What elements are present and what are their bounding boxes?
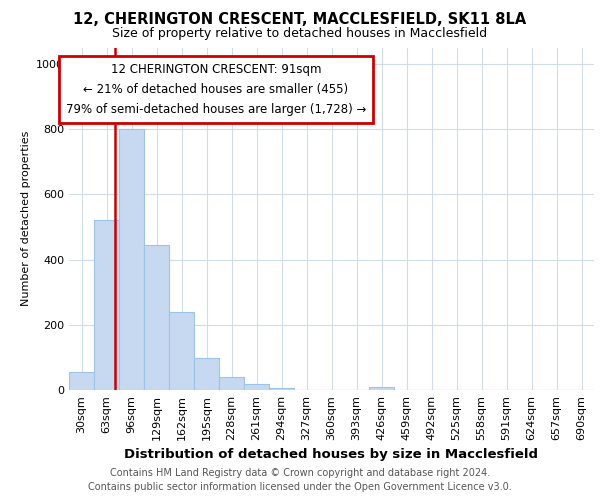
Bar [119, 129, 143, 390]
Bar [94, 220, 119, 390]
Bar [370, 386, 394, 390]
Bar [194, 358, 218, 390]
Bar [244, 384, 269, 390]
Text: 12, CHERINGTON CRESCENT, MACCLESFIELD, SK11 8LA: 12, CHERINGTON CRESCENT, MACCLESFIELD, S… [73, 12, 527, 28]
Y-axis label: Number of detached properties: Number of detached properties [20, 131, 31, 306]
Text: Size of property relative to detached houses in Macclesfield: Size of property relative to detached ho… [112, 28, 488, 40]
Bar [145, 245, 169, 390]
Bar [220, 377, 244, 390]
Text: 12 CHERINGTON CRESCENT: 91sqm
← 21% of detached houses are smaller (455)
79% of : 12 CHERINGTON CRESCENT: 91sqm ← 21% of d… [66, 63, 366, 116]
X-axis label: Distribution of detached houses by size in Macclesfield: Distribution of detached houses by size … [125, 448, 539, 462]
Bar [269, 388, 293, 390]
Bar [70, 372, 94, 390]
Text: Contains HM Land Registry data © Crown copyright and database right 2024.
Contai: Contains HM Land Registry data © Crown c… [88, 468, 512, 492]
Bar [169, 312, 194, 390]
